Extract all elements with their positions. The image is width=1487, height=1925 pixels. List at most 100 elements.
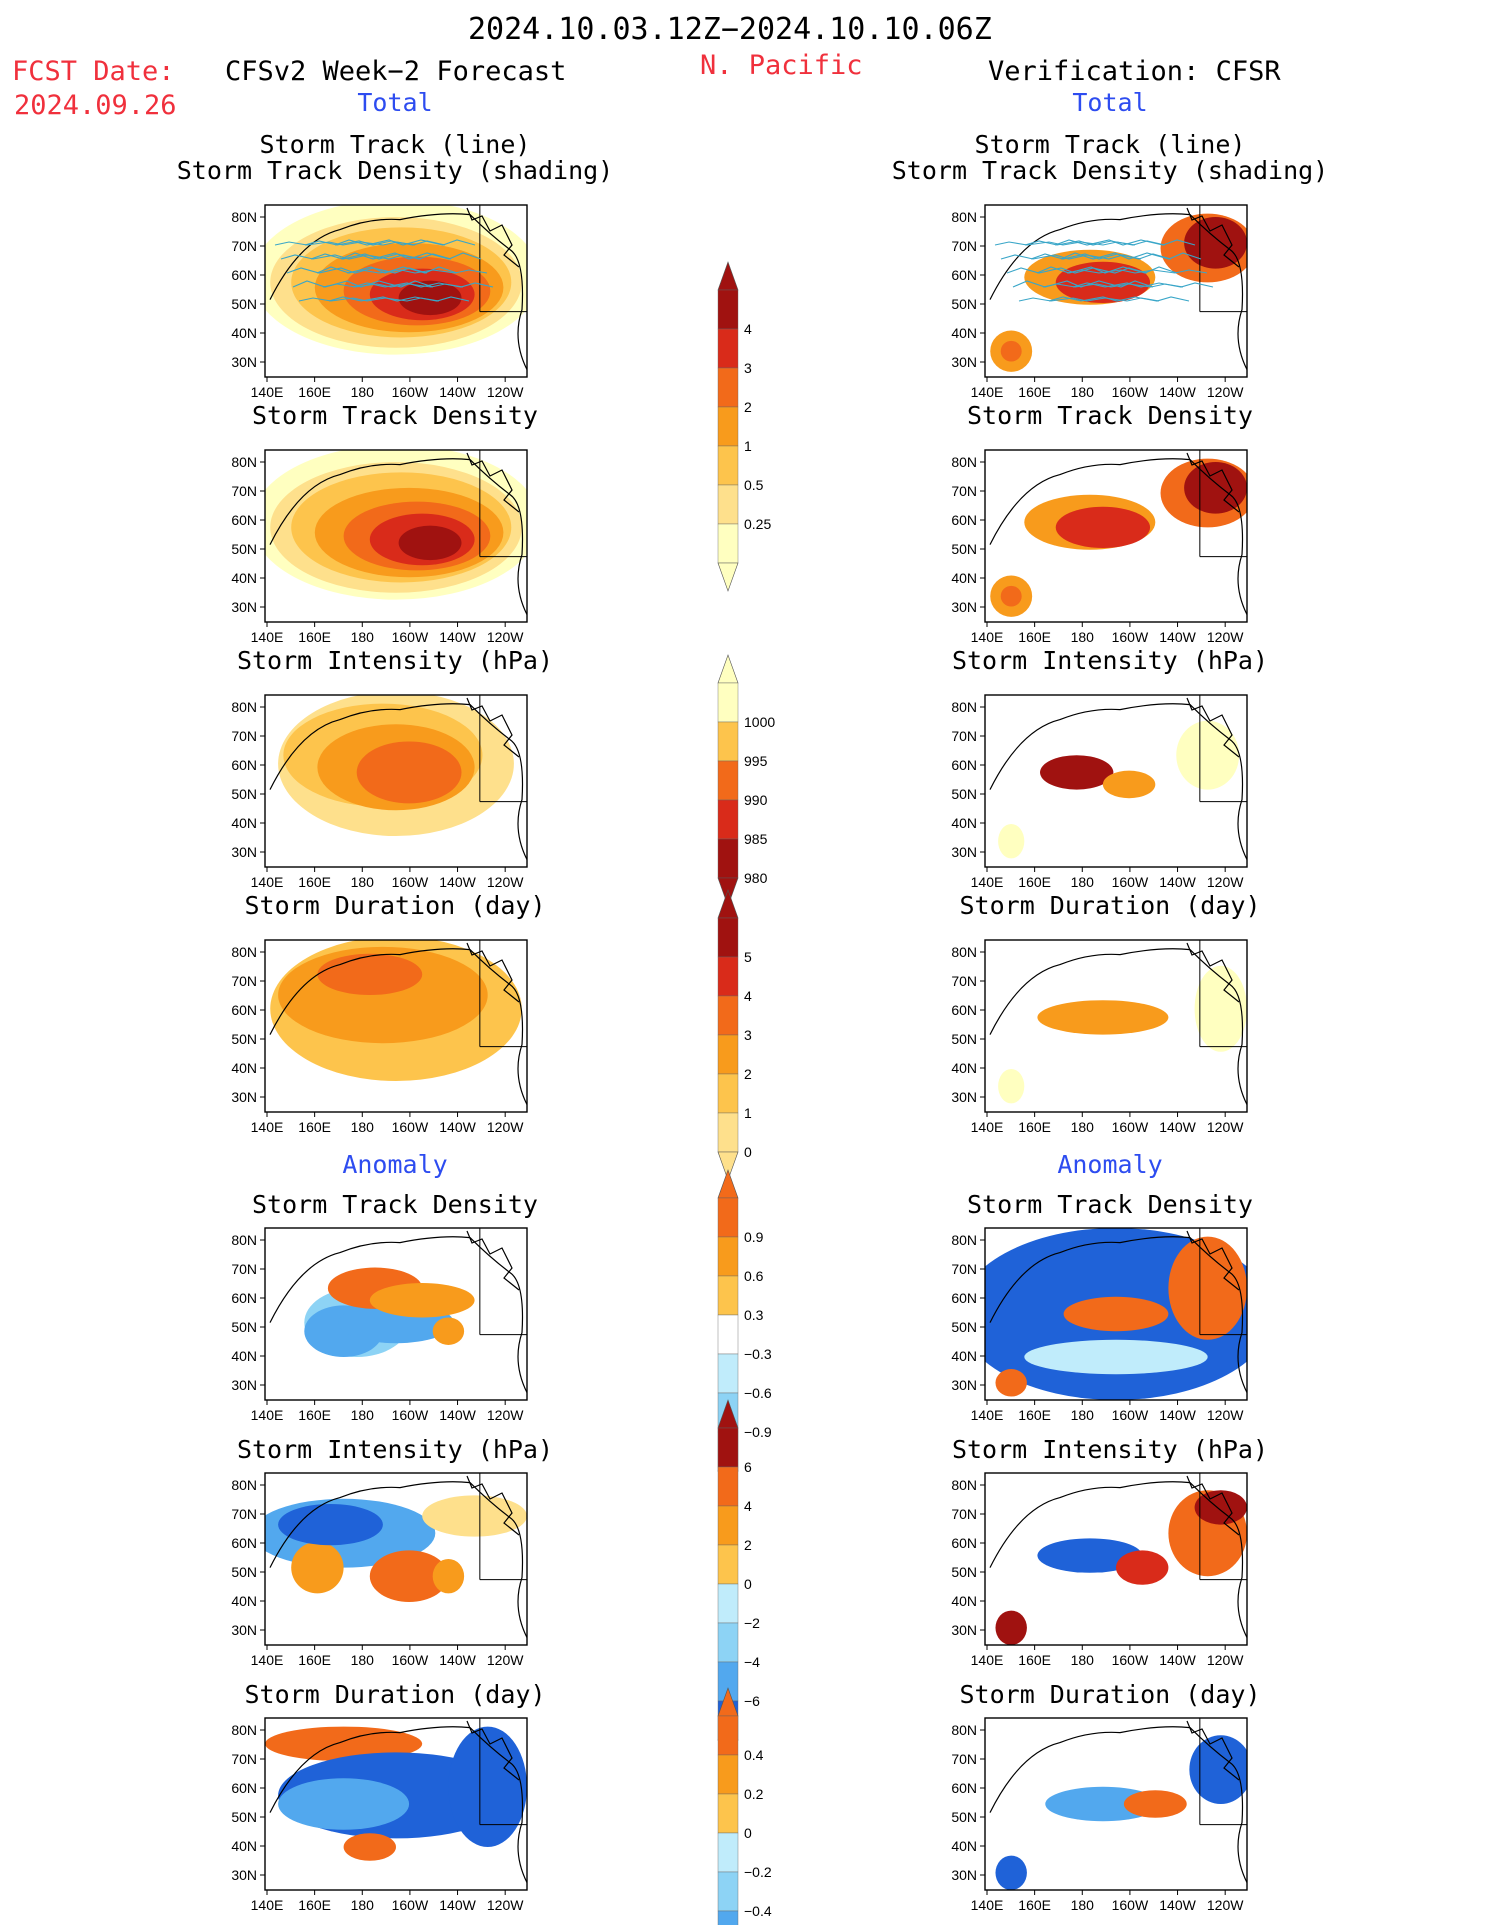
colorbar-label: −0.2 — [744, 1864, 772, 1880]
lat-label: 30N — [231, 844, 257, 860]
colorbar-cell — [717, 1073, 739, 1114]
colorbar-label: 0.5 — [744, 477, 764, 493]
lon-label: 140E — [251, 1897, 284, 1913]
colorbar-top-arrow — [717, 654, 739, 684]
lon-label: 120W — [1207, 629, 1244, 645]
lat-label: 70N — [951, 728, 977, 744]
colorbar-duration-anom: 0.4 0.2 0 −0.2 −0.4 — [717, 1687, 772, 1925]
colorbar-label: 4 — [744, 1498, 752, 1514]
colorbar-label: 3 — [744, 360, 752, 376]
colorbar-cell — [717, 484, 739, 525]
coastline — [269, 1726, 527, 1883]
storm-track-line — [1018, 297, 1160, 302]
lon-label: 180 — [1071, 629, 1095, 645]
lon-label: 160W — [1112, 384, 1149, 400]
lon-label: 140W — [1159, 1119, 1196, 1135]
lon-label: 120W — [1207, 1119, 1244, 1135]
panel-title-density-left: Storm Track Density — [252, 401, 538, 430]
lon-label: 140W — [439, 1407, 476, 1423]
lon-label: 160W — [1112, 1897, 1149, 1913]
lon-label: 160E — [298, 1897, 331, 1913]
lon-label: 180 — [351, 629, 375, 645]
panel-title-intensity-right: Storm Intensity (hPa) — [951, 646, 1269, 675]
lat-label: 40N — [231, 815, 257, 831]
panel-title-duration-right: Storm Duration (day) — [959, 891, 1261, 920]
colorbar-cell — [717, 1427, 739, 1468]
colorbar-label: 990 — [744, 792, 768, 808]
title-line-shading: Storm Track Density (shading) — [891, 156, 1329, 185]
lat-label: 60N — [231, 1002, 257, 1018]
map-frame — [984, 694, 1248, 868]
lat-label: 50N — [231, 1319, 257, 1335]
shade-region — [995, 1610, 1027, 1645]
storm-track-line — [334, 239, 476, 246]
lat-label: 50N — [951, 296, 977, 312]
shade-region — [432, 1317, 465, 1345]
lat-label: 50N — [951, 541, 977, 557]
coastline — [1186, 697, 1240, 758]
storm-track-line — [1036, 266, 1178, 274]
map-panel-right-4: 140E 160E 180 160W 140W 120W 80N 70N 60N 50N 40N 30… — [951, 939, 1248, 1135]
shading — [989, 1473, 1247, 1645]
colorbar-label: 985 — [744, 831, 768, 847]
shade-region — [1000, 585, 1022, 607]
colorbar-label: 0.2 — [744, 1786, 764, 1802]
lon-label: 180 — [351, 1652, 375, 1668]
lat-label: 70N — [231, 728, 257, 744]
lon-label: 160W — [392, 1407, 429, 1423]
lon-label: 160E — [1018, 629, 1051, 645]
title-line-shading: Storm Track Density (shading) — [176, 156, 614, 185]
shading — [989, 1718, 1247, 1890]
lon-label: 160W — [392, 629, 429, 645]
colorbar-cell — [717, 1314, 739, 1355]
lat-label: 40N — [951, 1348, 977, 1364]
lon-label: 140W — [439, 384, 476, 400]
lon-label: 140E — [251, 874, 284, 890]
lon-label: 160E — [1018, 1119, 1051, 1135]
lon-label: 160E — [1018, 384, 1051, 400]
lon-label: 140E — [971, 1897, 1004, 1913]
anomaly-heading-right: Anomaly — [1057, 1150, 1163, 1179]
lat-label: 50N — [951, 1809, 977, 1825]
lat-label: 50N — [231, 541, 257, 557]
lon-label: 140E — [251, 629, 284, 645]
map-panel-right-5: 140E 160E 180 160W 140W 120W 80N 70N 60N 50N 40N 30… — [951, 1227, 1248, 1423]
map-panel-left-1: 140E 160E 180 160W 140W 120W 80N 70N 60N 50N 40N 30… — [231, 204, 528, 400]
storm-track-line — [304, 240, 446, 246]
lon-label: 180 — [1071, 1652, 1095, 1668]
lon-label: 140E — [251, 1119, 284, 1135]
shade-region — [1168, 1236, 1247, 1340]
storm-track-line — [286, 267, 428, 274]
lon-label: 160E — [298, 1652, 331, 1668]
lon-label: 180 — [1071, 874, 1095, 890]
lat-label: 60N — [951, 1002, 977, 1018]
lat-label: 70N — [231, 973, 257, 989]
colorbar-cell — [717, 1275, 739, 1316]
lon-label: 180 — [1071, 1407, 1095, 1423]
lat-label: 40N — [231, 1593, 257, 1609]
coastline — [1186, 207, 1240, 268]
lon-label: 160W — [1112, 1652, 1149, 1668]
lat-label: 60N — [951, 757, 977, 773]
colorbar-label: 0 — [744, 1144, 752, 1160]
storm-track-line — [1066, 269, 1208, 274]
colorbar-cell — [717, 1754, 739, 1795]
map-panel-left-5: 140E 160E 180 160W 140W 120W 80N 70N 60N 50N 40N 30… — [231, 1227, 528, 1423]
shade-region — [278, 1503, 383, 1546]
map-frame — [984, 449, 1248, 623]
lat-label: 80N — [231, 944, 257, 960]
shade-region — [1055, 506, 1151, 549]
shade-region — [1037, 1000, 1169, 1035]
fcst-date-label: FCST Date: — [12, 56, 175, 87]
storm-track-line — [1054, 239, 1196, 246]
lat-label: 40N — [951, 325, 977, 341]
colorbar-cell — [717, 1910, 739, 1925]
lat-label: 70N — [951, 483, 977, 499]
lat-label: 40N — [951, 815, 977, 831]
coastline — [466, 942, 520, 1003]
shade-region — [265, 1726, 423, 1762]
panel-title-density-right: Storm Track Density — [967, 401, 1253, 430]
shade-region — [1102, 770, 1156, 799]
colorbar-cell — [717, 1622, 739, 1663]
lon-label: 140W — [1159, 1407, 1196, 1423]
